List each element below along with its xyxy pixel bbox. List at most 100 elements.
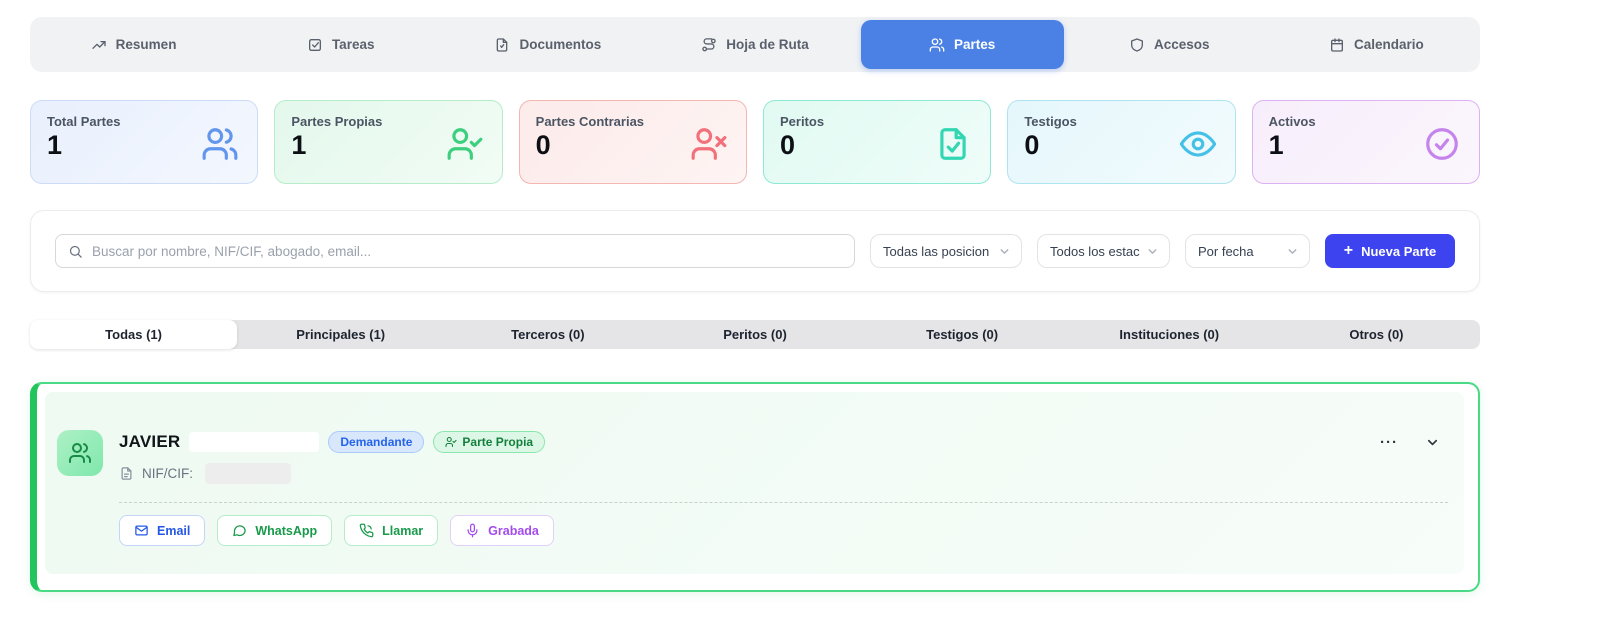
chevron-down-icon [1148, 248, 1157, 254]
position-badge-label: Demandante [340, 435, 413, 449]
chat-icon [233, 525, 247, 537]
stat-value: 1 [291, 130, 307, 160]
recorded-button[interactable]: Grabada [450, 515, 554, 546]
new-parte-button[interactable]: + Nueva Parte [1325, 234, 1455, 268]
check-square-icon [308, 38, 321, 51]
stats-row: Total Partes 1 Partes Propias 1 Partes C… [30, 100, 1480, 184]
party-name: JAVIER [119, 432, 181, 451]
tab-label: Resumen [115, 37, 177, 52]
stat-card-activos: Activos 1 [1251, 100, 1480, 184]
redacted-name-block [189, 432, 320, 452]
card-divider [119, 502, 1448, 503]
filter-value: Por fecha [1198, 243, 1254, 259]
stat-label: Partes Propias [291, 114, 383, 129]
category-tab-label: Testigos (0) [926, 327, 999, 342]
filter-value: Todos los estac [1050, 243, 1140, 259]
party-card-body: JAVIER Demandante Parte Propia ··· [45, 392, 1464, 574]
category-tab-label: Todas (1) [105, 327, 162, 342]
expand-card-button[interactable] [1425, 435, 1440, 450]
stat-value: 0 [1024, 130, 1040, 160]
search-box [55, 234, 855, 268]
user-x-icon [690, 125, 728, 163]
more-options-button[interactable]: ··· [1380, 433, 1398, 451]
stat-label: Peritos [779, 114, 825, 129]
tab-label: Calendario [1354, 37, 1424, 52]
party-type-badge-label: Parte Propia [462, 435, 534, 449]
tab-accesos[interactable]: Accesos [1068, 20, 1271, 69]
trending-up-icon [92, 40, 106, 49]
category-tab-terceros[interactable]: Terceros (0) [444, 320, 651, 349]
stat-value: 0 [779, 130, 796, 160]
category-tab-label: Instituciones (0) [1119, 327, 1220, 342]
chevron-down-icon [1427, 439, 1438, 445]
shield-icon [1131, 37, 1143, 52]
plus-icon: + [1343, 242, 1354, 259]
tab-label: Tareas [331, 37, 375, 52]
check-circle-icon [1423, 125, 1461, 163]
mail-icon [135, 525, 148, 536]
search-toolbar: Todas las posicion Todos los estac Por f… [30, 210, 1480, 292]
recorded-button-label: Grabada [488, 523, 539, 538]
users-icon [69, 443, 91, 463]
category-tab-testigos[interactable]: Testigos (0) [859, 320, 1066, 349]
mic-icon [467, 523, 478, 538]
tab-label: Hoja de Ruta [726, 37, 809, 52]
category-tab-label: Terceros (0) [511, 327, 585, 342]
users-icon [201, 125, 239, 163]
tab-documentos[interactable]: Documentos [446, 20, 649, 69]
stat-value: 0 [535, 130, 551, 160]
status-filter-dropdown[interactable]: Todos los estac [1037, 234, 1170, 268]
tab-hoja-de-ruta[interactable]: Hoja de Ruta [653, 20, 856, 69]
stat-label: Testigos [1024, 114, 1077, 129]
nif-label: NIF/CIF: [142, 465, 193, 481]
category-tab-label: Peritos (0) [723, 327, 787, 342]
tab-tareas[interactable]: Tareas [239, 20, 442, 69]
party-avatar [57, 430, 103, 476]
chevron-down-icon [1000, 248, 1009, 254]
file-check-icon [934, 125, 972, 163]
eye-icon [1179, 125, 1217, 163]
category-tab-instituciones[interactable]: Instituciones (0) [1066, 320, 1273, 349]
category-tab-label: Principales (1) [296, 327, 386, 342]
tab-resumen[interactable]: Resumen [32, 20, 235, 69]
call-button-label: Llamar [382, 523, 424, 538]
sort-filter-dropdown[interactable]: Por fecha [1185, 234, 1310, 268]
main-tab-bar: Resumen Tareas Documentos Hoja de Ruta P… [30, 17, 1480, 72]
tab-calendario[interactable]: Calendario [1275, 20, 1478, 69]
stat-label: Total Partes [47, 114, 121, 129]
position-badge: Demandante [328, 431, 425, 453]
stat-card-total-partes: Total Partes 1 [30, 100, 259, 184]
category-tab-otros[interactable]: Otros (0) [1273, 320, 1480, 349]
file-text-icon [121, 466, 132, 480]
stat-value: 1 [47, 130, 63, 160]
tab-label: Partes [953, 37, 996, 52]
stat-card-peritos: Peritos 0 [762, 100, 992, 184]
file-icon [497, 37, 508, 52]
category-tab-peritos[interactable]: Peritos (0) [651, 320, 858, 349]
tab-partes[interactable]: Partes [860, 20, 1064, 69]
redacted-nif-value [205, 462, 291, 484]
call-button[interactable]: Llamar [344, 515, 439, 546]
search-input[interactable] [92, 243, 842, 259]
category-tab-todas[interactable]: Todas (1) [30, 320, 238, 349]
stat-value: 1 [1268, 130, 1284, 160]
email-button[interactable]: Email [119, 515, 206, 546]
party-card: JAVIER Demandante Parte Propia ··· [30, 382, 1480, 592]
phone-icon [359, 523, 374, 538]
stat-card-partes-contrarias: Partes Contrarias 0 [518, 100, 747, 184]
page: Resumen Tareas Documentos Hoja de Ruta P… [30, 17, 1480, 592]
stat-card-partes-propias: Partes Propias 1 [274, 100, 503, 184]
stat-card-testigos: Testigos 0 [1007, 100, 1236, 184]
party-type-badge: Parte Propia [433, 431, 546, 453]
whatsapp-button-label: WhatsApp [255, 523, 318, 538]
tab-label: Documentos [519, 37, 602, 52]
route-icon [702, 37, 716, 51]
whatsapp-button[interactable]: WhatsApp [217, 515, 333, 546]
filter-value: Todas las posicion [883, 243, 990, 259]
user-check-icon [445, 436, 457, 448]
search-icon [69, 245, 82, 258]
email-button-label: Email [157, 523, 191, 538]
position-filter-dropdown[interactable]: Todas las posicion [870, 234, 1022, 268]
category-tab-principales[interactable]: Principales (1) [237, 320, 444, 349]
tab-label: Accesos [1154, 37, 1210, 52]
